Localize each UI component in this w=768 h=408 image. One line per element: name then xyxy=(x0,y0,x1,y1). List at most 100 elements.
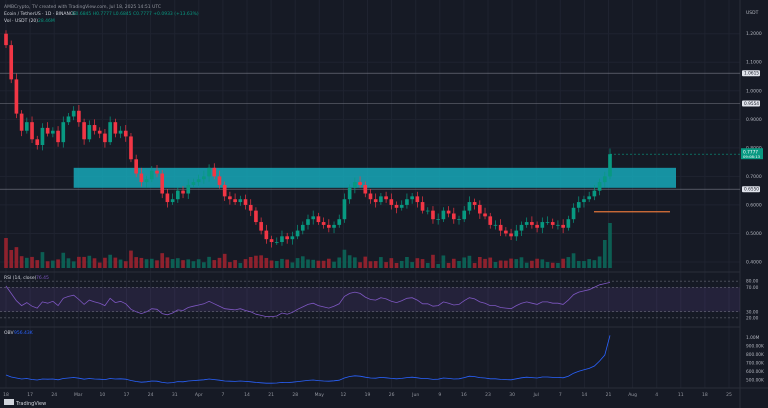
candle-body[interactable] xyxy=(514,230,519,237)
candle-body[interactable] xyxy=(394,204,399,208)
candle-body[interactable] xyxy=(92,125,97,131)
candle-body[interactable] xyxy=(483,213,487,217)
candle-body[interactable] xyxy=(462,210,467,220)
candle-body[interactable] xyxy=(478,204,482,214)
candle-body[interactable] xyxy=(545,222,550,223)
candle-body[interactable] xyxy=(87,125,92,140)
candle-body[interactable] xyxy=(77,110,81,123)
rsi-line[interactable] xyxy=(5,282,611,317)
candle-body[interactable] xyxy=(176,190,180,200)
candle-body[interactable] xyxy=(472,202,477,205)
candle-body[interactable] xyxy=(467,202,472,211)
candle-body[interactable] xyxy=(556,224,560,226)
candle-body[interactable] xyxy=(457,219,461,220)
candle-body[interactable] xyxy=(254,210,258,223)
candle-body[interactable] xyxy=(571,207,576,220)
candle-body[interactable] xyxy=(186,184,191,194)
candle-body[interactable] xyxy=(561,224,565,228)
candle-body[interactable] xyxy=(300,224,305,231)
candle-body[interactable] xyxy=(608,154,612,177)
candle-body[interactable] xyxy=(118,130,123,134)
candle-body[interactable] xyxy=(509,233,513,237)
candle-body[interactable] xyxy=(353,182,357,188)
candle-body[interactable] xyxy=(56,130,60,143)
candle-body[interactable] xyxy=(103,133,107,143)
candle-body[interactable] xyxy=(446,210,451,214)
candle-body[interactable] xyxy=(389,199,394,205)
candle-body[interactable] xyxy=(196,179,201,183)
candle-body[interactable] xyxy=(379,196,383,203)
candle-body[interactable] xyxy=(592,190,597,197)
currency-label[interactable]: USDT xyxy=(746,10,759,16)
candle-body[interactable] xyxy=(123,130,128,137)
candle-body[interactable] xyxy=(269,239,274,243)
candle-body[interactable] xyxy=(493,224,498,226)
candle-body[interactable] xyxy=(35,139,40,145)
candle-body[interactable] xyxy=(425,210,430,212)
candle-body[interactable] xyxy=(222,184,227,197)
supply-zone[interactable] xyxy=(73,167,677,188)
candle-body[interactable] xyxy=(274,242,279,243)
candle-body[interactable] xyxy=(576,202,581,208)
candle-body[interactable] xyxy=(316,216,321,223)
candle-body[interactable] xyxy=(25,122,29,131)
candle-body[interactable] xyxy=(228,196,232,200)
candle-body[interactable] xyxy=(259,222,263,231)
candle-body[interactable] xyxy=(9,45,14,80)
candle-body[interactable] xyxy=(582,199,586,203)
candle-body[interactable] xyxy=(170,199,175,203)
candle-body[interactable] xyxy=(66,116,71,123)
candle-body[interactable] xyxy=(97,130,102,134)
rsi-legend[interactable]: RSI (14, close) xyxy=(4,275,37,281)
candle-body[interactable] xyxy=(233,199,237,203)
candle-body[interactable] xyxy=(238,199,243,203)
candle-body[interactable] xyxy=(295,230,300,237)
candle-body[interactable] xyxy=(431,210,435,220)
candle-body[interactable] xyxy=(165,193,170,203)
candle-body[interactable] xyxy=(248,204,253,211)
candle-body[interactable] xyxy=(540,222,545,228)
candle-body[interactable] xyxy=(321,222,326,225)
candle-body[interactable] xyxy=(306,219,310,225)
candle-body[interactable] xyxy=(368,193,373,200)
candle-body[interactable] xyxy=(160,173,165,194)
obv-legend[interactable]: OBV xyxy=(4,330,14,336)
candle-body[interactable] xyxy=(327,224,331,228)
candle-body[interactable] xyxy=(602,176,607,183)
candle-body[interactable] xyxy=(363,184,368,194)
candle-body[interactable] xyxy=(451,213,456,220)
candle-body[interactable] xyxy=(410,196,414,200)
candle-body[interactable] xyxy=(30,122,34,140)
candle-body[interactable] xyxy=(129,136,133,160)
candle-body[interactable] xyxy=(134,159,138,174)
candle-body[interactable] xyxy=(384,196,388,200)
candle-body[interactable] xyxy=(202,176,206,180)
candle-body[interactable] xyxy=(217,176,222,185)
candle-body[interactable] xyxy=(399,204,404,208)
candle-body[interactable] xyxy=(207,167,211,177)
candle-body[interactable] xyxy=(144,179,149,183)
candle-body[interactable] xyxy=(51,130,55,134)
candle-body[interactable] xyxy=(504,230,508,234)
candle-body[interactable] xyxy=(149,170,154,180)
candle-body[interactable] xyxy=(441,210,446,220)
candle-body[interactable] xyxy=(113,122,118,134)
candle-body[interactable] xyxy=(342,199,347,220)
candle-body[interactable] xyxy=(488,216,493,225)
candle-body[interactable] xyxy=(108,122,112,143)
candle-body[interactable] xyxy=(71,110,76,117)
candle-body[interactable] xyxy=(155,170,159,174)
candle-body[interactable] xyxy=(285,236,289,240)
candle-body[interactable] xyxy=(337,219,342,225)
candle-body[interactable] xyxy=(181,190,185,194)
symbol-line[interactable]: Ecoin / TetherUS · 1D · BINANCE xyxy=(4,11,76,17)
candle-body[interactable] xyxy=(311,216,316,220)
candle-body[interactable] xyxy=(45,127,50,134)
candle-body[interactable] xyxy=(587,196,591,200)
candle-body[interactable] xyxy=(19,113,24,131)
candle-body[interactable] xyxy=(597,182,602,191)
candle-body[interactable] xyxy=(519,224,524,231)
candle-body[interactable] xyxy=(524,222,529,225)
candle-body[interactable] xyxy=(290,236,295,240)
candle-body[interactable] xyxy=(264,230,269,240)
